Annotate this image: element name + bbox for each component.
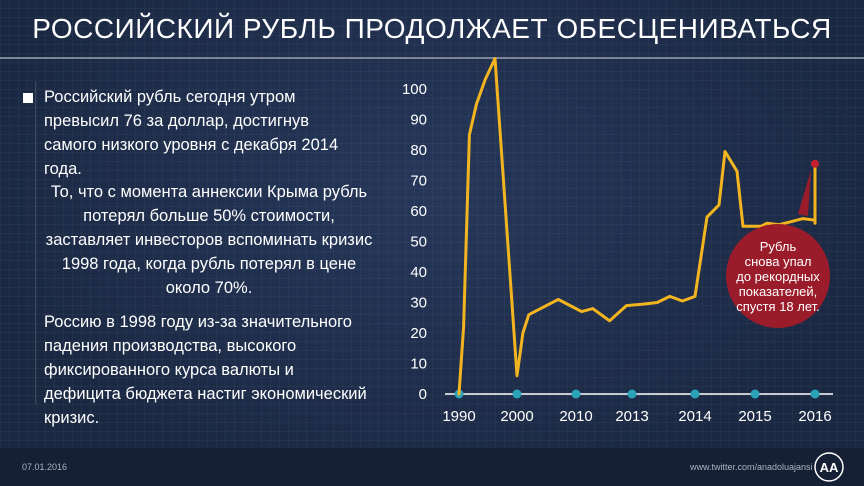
series-line-ruble [457, 57, 817, 396]
paragraph-crimea: То, что с момента аннексии Крыма рубль п… [45, 183, 373, 297]
callout-pointer [798, 170, 811, 216]
footer-date: 07.01.2016 [22, 462, 68, 472]
y-tick-label: 40 [410, 264, 427, 281]
x-tick-label: 2014 [678, 408, 711, 425]
y-tick-label: 10 [410, 356, 427, 373]
x-tick-label: 2015 [738, 408, 771, 425]
footer-twitter-link[interactable]: www.twitter.com/anadoluajansi [690, 462, 813, 472]
x-tick-label: 2000 [500, 408, 533, 425]
x-axis-marker [571, 389, 581, 399]
y-tick-label: 50 [410, 234, 427, 251]
y-tick-label: 70 [410, 173, 427, 190]
y-tick-label: 60 [410, 203, 427, 220]
x-axis-ticks: 1990 2000 2010 2013 2014 2015 2016 [442, 408, 831, 425]
callout-line: Рубль [760, 239, 797, 254]
callout-line: спустя 18 лет. [736, 299, 820, 314]
x-axis-markers [454, 389, 820, 399]
header-divider [0, 57, 864, 59]
callout-line: до рекордных [736, 269, 820, 284]
x-axis-marker [750, 389, 760, 399]
x-tick-label: 2013 [615, 408, 648, 425]
x-tick-label: 2010 [559, 408, 592, 425]
x-tick-label: 2016 [798, 408, 831, 425]
anadolu-agency-logo: AA [814, 452, 844, 482]
y-tick-label: 20 [410, 325, 427, 342]
x-axis-marker [512, 389, 522, 399]
x-axis-marker [627, 389, 637, 399]
x-axis-marker [690, 389, 700, 399]
page-title: РОССИЙСКИЙ РУБЛЬ ПРОДОЛЖАЕТ ОБЕСЦЕНИВАТЬ… [32, 13, 832, 44]
footer-bar [0, 448, 864, 486]
callout-line: снова упал [745, 254, 812, 269]
y-tick-label: 100 [402, 81, 427, 98]
y-tick-label: 0 [419, 386, 427, 403]
bullet-square-icon [23, 93, 33, 103]
logo-text: AA [820, 460, 839, 475]
x-axis-marker [810, 389, 820, 399]
last-value-dot [811, 159, 819, 168]
y-tick-label: 30 [410, 295, 427, 312]
callout-bubble [726, 224, 830, 328]
paragraph-ruble-76: Российский рубль сегодня утром превысил … [44, 88, 339, 178]
paragraph-1998-crisis: Россию в 1998 году из-за значительного п… [44, 313, 367, 427]
callout-line: показателей, [739, 284, 818, 299]
y-tick-label: 80 [410, 142, 427, 159]
text-column-divider [35, 82, 36, 404]
y-axis-ticks: 0 10 20 30 40 50 60 70 80 90 100 [402, 81, 427, 403]
y-tick-label: 90 [410, 112, 427, 129]
x-tick-label: 1990 [442, 408, 475, 425]
